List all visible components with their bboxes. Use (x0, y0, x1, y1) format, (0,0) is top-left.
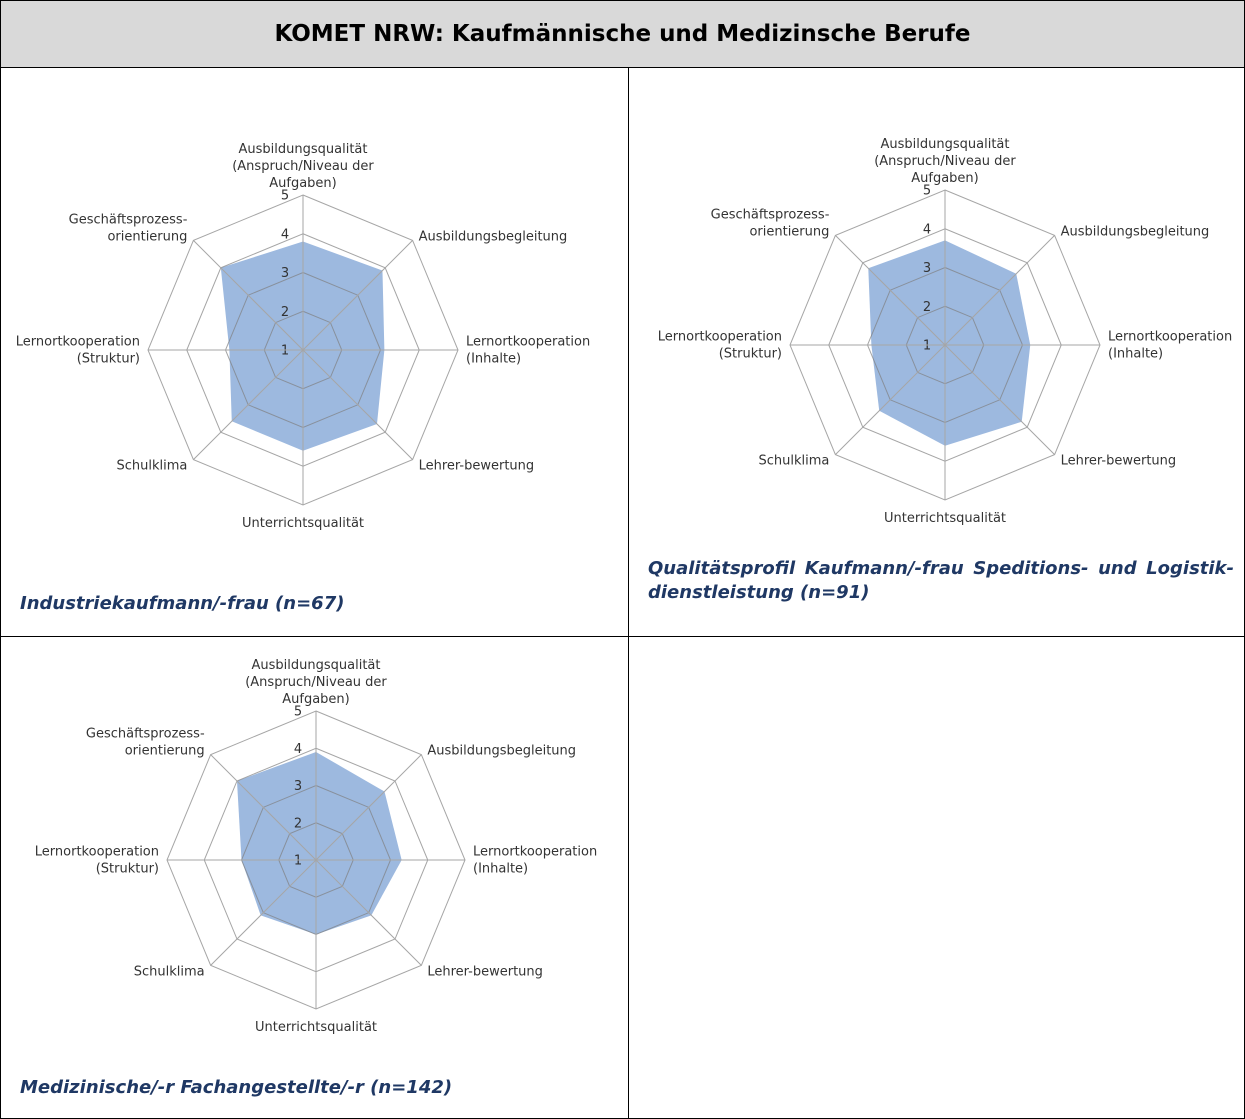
category-label: Unterrichtsqualität (242, 516, 364, 531)
category-label: Lehrer-bewertung (419, 458, 535, 473)
r-tick-label: 1 (923, 339, 931, 354)
category-label: Lernortkooperation (Struktur) (35, 844, 159, 876)
category-label: Lernortkooperation (Inhalte) (466, 334, 590, 366)
r-tick-label: 2 (923, 300, 931, 315)
category-label: Ausbildungsbegleitung (1061, 224, 1210, 239)
r-tick-label: 2 (294, 816, 302, 831)
r-tick-label: 3 (923, 261, 931, 276)
spoke (944, 235, 1055, 346)
r-tick-label: 2 (281, 305, 289, 320)
r-tick-label: 3 (294, 779, 302, 794)
r-tick-label: 5 (294, 705, 302, 720)
spoke (210, 859, 317, 966)
category-label: Lehrer-bewertung (1061, 453, 1177, 468)
spoke (315, 754, 422, 861)
category-label: Lernortkooperation (Inhalte) (473, 844, 597, 876)
spoke (302, 240, 413, 351)
category-label: Ausbildungsqualität (Anspruch/Niveau der A… (232, 142, 374, 191)
category-label: Geschäftsprozess-orientierung (69, 212, 188, 244)
spoke (944, 344, 1055, 455)
spoke (193, 240, 304, 351)
caption: Industriekaufmann/-frau (n=67) (20, 593, 345, 614)
category-label: Unterrichtsqualität (884, 511, 1006, 526)
category-label: Lernortkooperation (Struktur) (658, 329, 782, 361)
category-label: Lernortkooperation (Inhalte) (1108, 329, 1232, 361)
r-tick-label: 3 (281, 266, 289, 281)
category-label: Geschäftsprozess-orientierung (711, 207, 830, 239)
spoke (835, 235, 946, 346)
category-label: Ausbildungsqualität (Anspruch/Niveau der A… (245, 658, 387, 707)
category-label: Unterrichtsqualität (255, 1020, 377, 1035)
category-label: Lehrer-bewertung (427, 964, 543, 979)
caption: Qualitätsprofil Kaufmann/-frau Spedition… (648, 558, 1234, 603)
category-label: Lernortkooperation (Struktur) (16, 334, 140, 366)
r-tick-label: 4 (281, 227, 289, 242)
r-tick-label: 4 (923, 222, 931, 237)
table-title: KOMET NRW: Kaufmännische und Medizinsche… (0, 0, 1245, 68)
r-tick-label: 1 (281, 344, 289, 359)
category-label: Ausbildungsqualität (Anspruch/Niveau der A… (874, 137, 1016, 186)
spoke (315, 859, 422, 966)
spoke (835, 344, 946, 455)
radar-area (236, 751, 402, 935)
r-tick-label: 5 (923, 184, 931, 199)
r-tick-label: 4 (294, 742, 302, 757)
r-tick-label: 1 (294, 854, 302, 869)
category-label: Schulklima (117, 458, 188, 473)
category-label: Geschäftsprozess-orientierung (86, 726, 205, 758)
r-tick-label: 5 (281, 189, 289, 204)
radar-area (868, 240, 1031, 446)
category-label: Ausbildungsbegleitung (427, 743, 576, 758)
spoke (193, 349, 304, 460)
caption: Medizinische/-r Fachangestellte/-r (n=14… (20, 1077, 453, 1098)
category-label: Schulklima (759, 453, 830, 468)
category-label: Schulklima (134, 964, 205, 979)
spoke (210, 754, 317, 861)
spoke (302, 349, 413, 460)
category-label: Ausbildungsbegleitung (419, 229, 568, 244)
